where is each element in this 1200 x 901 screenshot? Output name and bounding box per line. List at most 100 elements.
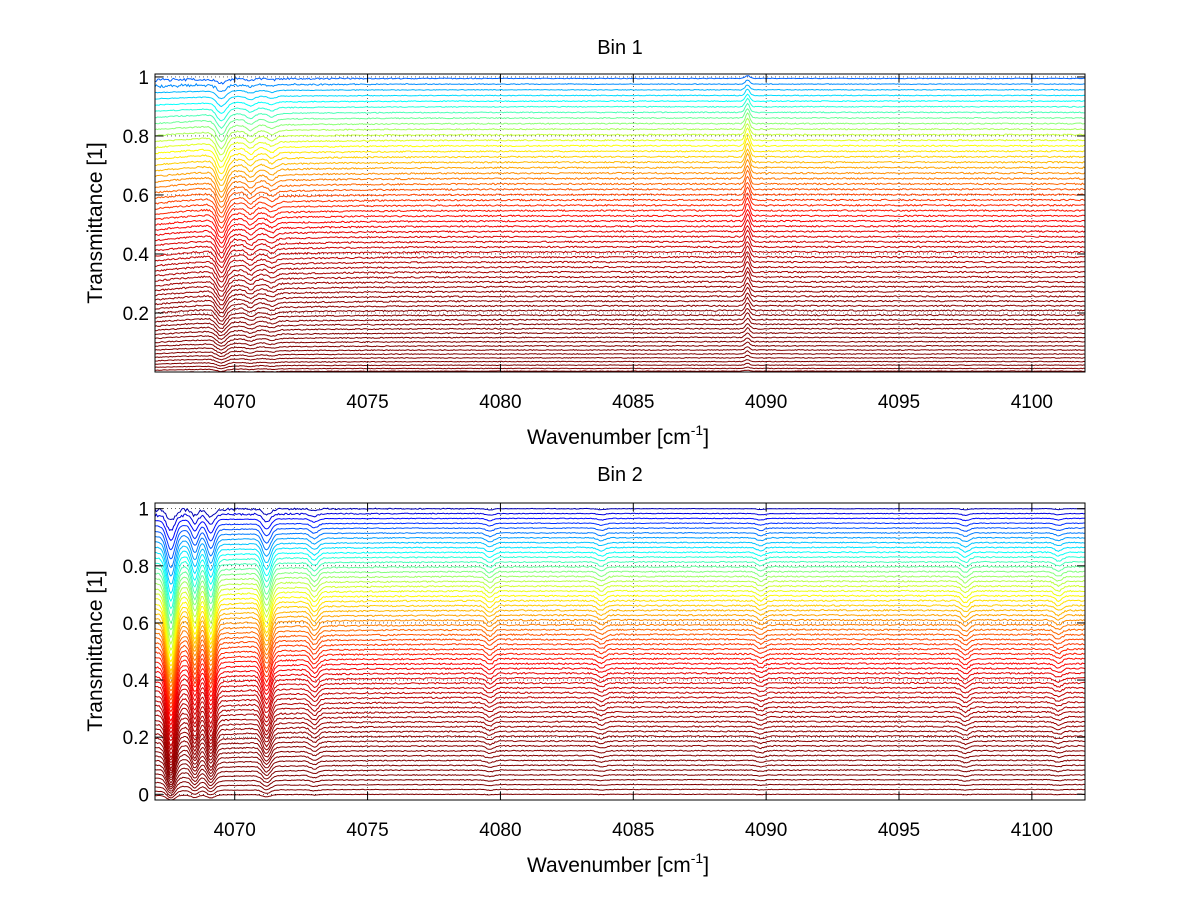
series-line xyxy=(155,671,1085,730)
series-line xyxy=(155,181,1085,218)
series-line xyxy=(155,730,1085,772)
series-line xyxy=(155,560,1085,617)
series-line xyxy=(155,270,1085,302)
series-line xyxy=(155,261,1085,292)
series-line xyxy=(155,362,1085,370)
series-line xyxy=(155,778,1085,794)
series-line xyxy=(155,652,1085,713)
x-tick-label: 4080 xyxy=(479,820,521,841)
series-line xyxy=(155,657,1085,717)
series-line xyxy=(155,148,1085,186)
series-line xyxy=(155,175,1085,214)
series-line xyxy=(155,705,1085,759)
series-line xyxy=(155,594,1085,663)
series-line xyxy=(155,604,1085,673)
ticks: 4070 4075 4080 4085 4090 4095 4100 0 0.2 0.4 0.6 0.… xyxy=(123,500,1085,841)
series-line xyxy=(155,117,1085,150)
series-line xyxy=(155,136,1085,175)
series-line xyxy=(155,93,1085,114)
series-line xyxy=(155,359,1085,367)
series-line xyxy=(155,296,1085,322)
series-line xyxy=(155,229,1085,263)
series-line xyxy=(155,308,1085,330)
series-line xyxy=(155,276,1085,306)
x-tick-label: 4070 xyxy=(214,820,256,841)
panel-title: Bin 1 xyxy=(597,37,643,59)
series-line xyxy=(155,192,1085,229)
series-line xyxy=(155,164,1085,203)
series-line xyxy=(155,208,1085,244)
series-line xyxy=(155,266,1085,297)
series-line xyxy=(155,739,1085,776)
series-line xyxy=(155,696,1085,752)
series-line xyxy=(155,691,1085,748)
series-line xyxy=(155,710,1085,761)
series-line xyxy=(155,759,1085,786)
series-line xyxy=(155,642,1085,705)
y-tick-label: 0.2 xyxy=(123,304,149,325)
series-line xyxy=(155,350,1085,361)
series-line xyxy=(155,715,1085,764)
series-line xyxy=(155,132,1085,169)
series-line xyxy=(155,312,1085,334)
series-line xyxy=(155,638,1085,702)
series-line xyxy=(155,202,1085,239)
y-tick-label: 1 xyxy=(138,68,149,89)
panel-title: Bin 2 xyxy=(597,464,643,486)
x-tick-label: 4095 xyxy=(878,392,920,413)
series-line xyxy=(155,341,1085,355)
series-line xyxy=(155,225,1085,259)
series-group xyxy=(155,507,1085,800)
series-line xyxy=(155,88,1085,108)
series-line xyxy=(155,327,1085,344)
axes-box xyxy=(154,502,1086,801)
series-group xyxy=(155,75,1085,372)
series-line xyxy=(155,527,1085,560)
series-line xyxy=(156,369,1085,372)
series-line xyxy=(155,158,1085,199)
series-line xyxy=(155,754,1085,784)
series-line xyxy=(155,793,1085,800)
y-tick-label: 0.6 xyxy=(123,614,149,635)
series-line xyxy=(155,112,1085,143)
series-line xyxy=(155,681,1085,738)
series-line xyxy=(155,570,1085,631)
y-axis-label: Transmittance [1] xyxy=(84,570,107,731)
series-line xyxy=(155,555,1085,610)
series-line xyxy=(155,749,1085,781)
x-axis-label-main: Wavenumber [cm xyxy=(527,854,691,877)
series-line xyxy=(155,579,1085,646)
series-line xyxy=(155,551,1085,603)
series-line xyxy=(155,599,1085,667)
series-line xyxy=(155,108,1085,136)
x-tick-label: 4085 xyxy=(612,820,654,841)
series-line xyxy=(155,75,1085,85)
series-line xyxy=(155,251,1085,283)
series-line xyxy=(155,346,1085,358)
panel-bin-1: Bin 1 4070 4075 4080 4085 4090 4095 4100 0.2 0.4… xyxy=(84,37,1086,449)
x-axis-label-superscript: -1 xyxy=(691,422,704,438)
y-tick-label: 0.4 xyxy=(123,671,150,692)
series-line xyxy=(155,332,1085,347)
x-axis-label: Wavenumber [cm-1] xyxy=(527,850,709,877)
series-line xyxy=(155,575,1085,639)
series-line xyxy=(155,169,1085,208)
series-line xyxy=(155,255,1085,288)
series-line xyxy=(155,507,1085,521)
series-line xyxy=(155,84,1085,100)
series-line xyxy=(155,531,1085,569)
series-line xyxy=(155,354,1085,364)
series-line xyxy=(155,623,1085,688)
ticks: 4070 4075 4080 4085 4090 4095 4100 0.2 0.4 0.6 0.8… xyxy=(123,68,1085,413)
y-tick-label: 1 xyxy=(138,500,149,521)
x-tick-label: 4090 xyxy=(745,820,787,841)
series-line xyxy=(155,700,1085,755)
panel-bin-2: Bin 2 4070 4075 4080 4085 4090 4095 4100 0 0.2 0.… xyxy=(84,464,1086,877)
series-line xyxy=(155,734,1085,774)
series-line xyxy=(155,662,1085,723)
series-line xyxy=(155,219,1085,254)
series-line xyxy=(155,647,1085,709)
series-line xyxy=(155,764,1085,788)
series-line xyxy=(155,235,1085,269)
